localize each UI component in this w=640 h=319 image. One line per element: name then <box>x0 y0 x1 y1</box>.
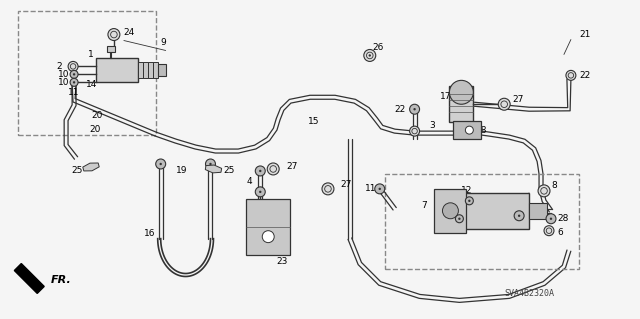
Bar <box>138 63 143 78</box>
Circle shape <box>442 203 458 219</box>
Text: FR.: FR. <box>51 276 72 286</box>
Circle shape <box>550 218 552 220</box>
Circle shape <box>369 54 371 57</box>
Bar <box>385 174 579 269</box>
Circle shape <box>156 159 166 169</box>
Circle shape <box>73 81 76 84</box>
Circle shape <box>410 104 420 114</box>
Text: 9: 9 <box>161 38 166 47</box>
Polygon shape <box>83 163 99 171</box>
Circle shape <box>458 218 461 220</box>
Circle shape <box>209 163 212 165</box>
Text: 20: 20 <box>89 125 100 134</box>
Circle shape <box>498 98 510 110</box>
Circle shape <box>68 62 78 71</box>
Text: SVA4B2320A: SVA4B2320A <box>504 289 554 298</box>
Circle shape <box>566 70 576 80</box>
Text: 27: 27 <box>286 162 298 172</box>
Circle shape <box>255 187 265 197</box>
Circle shape <box>365 50 375 60</box>
Text: 27: 27 <box>512 95 524 104</box>
Circle shape <box>546 214 556 224</box>
Bar <box>157 64 166 76</box>
Text: 20: 20 <box>91 111 102 120</box>
Circle shape <box>70 70 78 78</box>
Text: 21: 21 <box>579 30 590 39</box>
Text: 11: 11 <box>365 184 376 193</box>
Text: 1: 1 <box>88 50 94 59</box>
Circle shape <box>375 184 385 194</box>
Circle shape <box>259 170 262 172</box>
Text: 13: 13 <box>444 214 456 223</box>
Text: 3: 3 <box>429 121 435 130</box>
Circle shape <box>364 49 376 62</box>
Text: 4: 4 <box>246 177 252 186</box>
Text: 18: 18 <box>476 126 488 135</box>
Text: 2: 2 <box>56 62 62 71</box>
Text: 26: 26 <box>372 43 384 52</box>
Bar <box>143 63 148 78</box>
Circle shape <box>70 78 78 86</box>
Circle shape <box>73 73 76 76</box>
Text: 10: 10 <box>58 78 70 87</box>
Text: 19: 19 <box>175 167 187 175</box>
Circle shape <box>410 126 420 136</box>
Circle shape <box>268 163 279 175</box>
Bar <box>435 189 467 233</box>
Circle shape <box>456 215 463 223</box>
Circle shape <box>255 166 265 176</box>
Text: 22: 22 <box>579 71 590 80</box>
Circle shape <box>205 159 216 169</box>
Circle shape <box>108 29 120 41</box>
Text: 10: 10 <box>58 70 70 79</box>
Circle shape <box>514 211 524 221</box>
Text: 8: 8 <box>551 182 557 190</box>
Circle shape <box>538 185 550 197</box>
Bar <box>465 193 529 229</box>
Circle shape <box>322 183 334 195</box>
Text: 28: 28 <box>557 214 568 223</box>
Text: 25: 25 <box>223 167 235 175</box>
Bar <box>453 121 481 139</box>
Bar <box>153 63 157 78</box>
Text: 14: 14 <box>86 80 97 89</box>
Text: 11: 11 <box>68 88 79 97</box>
Text: 22: 22 <box>395 105 406 114</box>
Text: 16: 16 <box>144 229 156 238</box>
Text: 23: 23 <box>276 257 287 266</box>
Bar <box>96 58 138 82</box>
Text: 15: 15 <box>308 117 319 126</box>
Polygon shape <box>205 165 221 173</box>
Bar <box>19 11 156 135</box>
Circle shape <box>465 197 474 205</box>
Bar <box>449 86 474 122</box>
Text: 27: 27 <box>340 180 351 189</box>
Circle shape <box>413 108 416 110</box>
Bar <box>148 63 153 78</box>
Bar <box>246 199 290 255</box>
Text: 7: 7 <box>422 201 428 210</box>
Text: 24: 24 <box>124 28 135 37</box>
Circle shape <box>378 188 381 190</box>
Bar <box>107 47 115 52</box>
Polygon shape <box>14 263 44 293</box>
Circle shape <box>468 200 470 202</box>
Circle shape <box>159 163 162 165</box>
Bar <box>529 203 547 219</box>
Text: 6: 6 <box>557 228 563 237</box>
Circle shape <box>544 226 554 236</box>
Text: 5: 5 <box>524 196 530 205</box>
Circle shape <box>262 231 274 243</box>
Circle shape <box>518 215 520 217</box>
Circle shape <box>259 191 262 193</box>
Text: 25: 25 <box>71 167 83 175</box>
Text: 12: 12 <box>461 186 473 195</box>
Circle shape <box>465 126 474 134</box>
Circle shape <box>449 80 474 104</box>
Text: 17: 17 <box>440 92 451 101</box>
